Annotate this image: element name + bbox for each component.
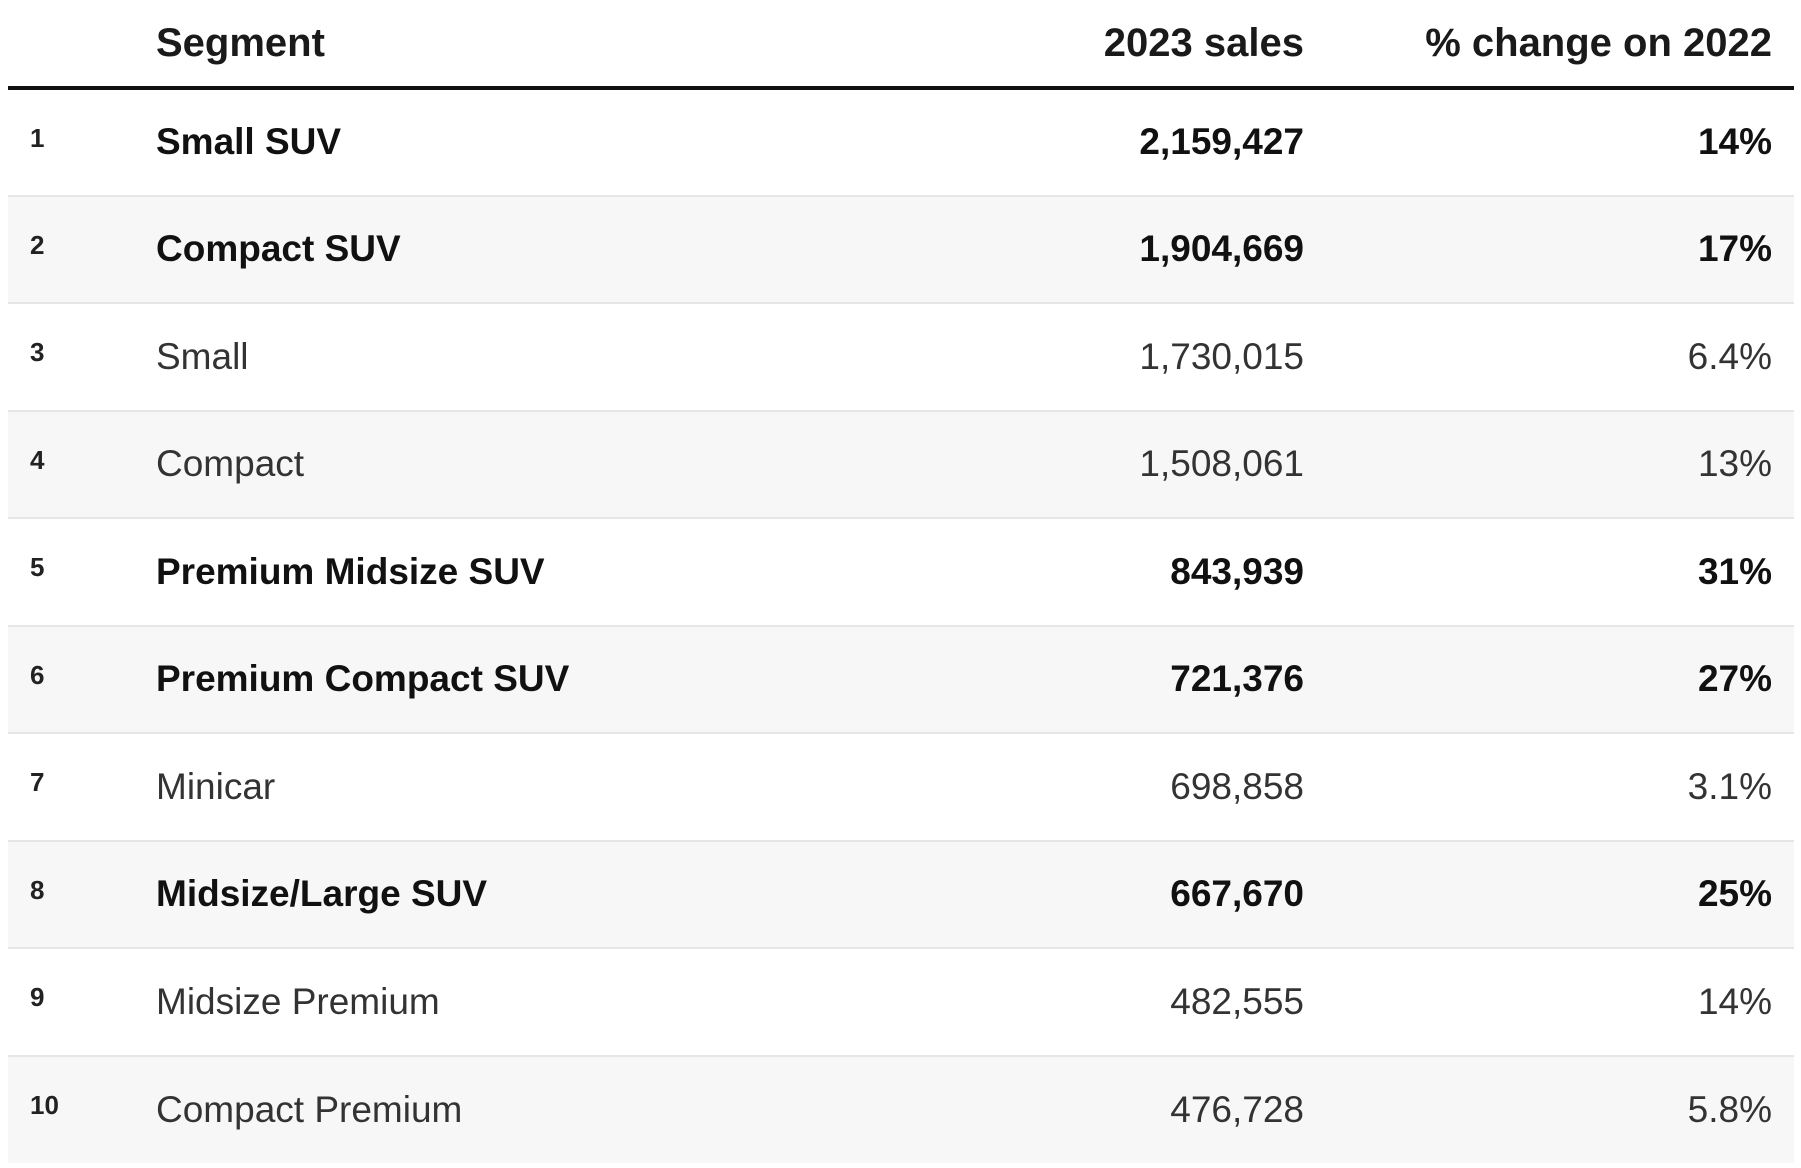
row-rank: 10 xyxy=(30,1090,59,1121)
row-rank: 9 xyxy=(30,982,45,1013)
row-change: 3.1% xyxy=(1687,765,1772,807)
header-sales: 2023 sales xyxy=(1103,20,1304,65)
table-row: 9 Midsize Premium 482,555 14% xyxy=(8,948,1794,1056)
row-segment: Compact Premium xyxy=(156,1088,463,1130)
table-row: 7 Minicar 698,858 3.1% xyxy=(8,733,1794,841)
row-segment: Minicar xyxy=(156,765,276,807)
row-rank: 8 xyxy=(30,874,45,905)
row-change: 14% xyxy=(1697,980,1772,1022)
table-row: 8 Midsize/Large SUV 667,670 25% xyxy=(8,840,1794,948)
row-segment: Premium Midsize SUV xyxy=(156,550,545,592)
row-segment: Compact SUV xyxy=(156,228,401,270)
row-sales: 476,728 xyxy=(1170,1088,1304,1130)
row-rank: 1 xyxy=(30,122,45,153)
row-rank: 2 xyxy=(30,229,45,260)
row-segment: Small SUV xyxy=(156,121,342,163)
row-sales: 667,670 xyxy=(1170,873,1304,915)
table-row: 1 Small SUV 2,159,427 14% xyxy=(8,88,1794,196)
table-body: 1 Small SUV 2,159,427 14% 2 Compact SUV … xyxy=(8,88,1794,1163)
table-row: 2 Compact SUV 1,904,669 17% xyxy=(8,195,1794,303)
row-sales: 1,508,061 xyxy=(1139,443,1304,485)
segment-sales-table: Segment 2023 sales % change on 2022 1 Sm… xyxy=(8,0,1794,1163)
row-change: 27% xyxy=(1697,658,1772,700)
row-rank: 3 xyxy=(30,337,45,368)
table-row: 3 Small 1,730,015 6.4% xyxy=(8,303,1794,411)
row-change: 13% xyxy=(1697,443,1772,485)
row-change: 31% xyxy=(1697,550,1772,592)
row-sales: 1,730,015 xyxy=(1139,335,1304,377)
row-sales: 2,159,427 xyxy=(1139,121,1304,163)
row-rank: 6 xyxy=(30,659,45,690)
header-segment: Segment xyxy=(156,20,325,65)
row-segment: Midsize Premium xyxy=(156,980,440,1022)
row-change: 6.4% xyxy=(1687,335,1772,377)
row-segment: Compact xyxy=(156,443,305,485)
row-sales: 482,555 xyxy=(1170,980,1304,1022)
row-sales: 721,376 xyxy=(1170,658,1304,700)
table-row: 5 Premium Midsize SUV 843,939 31% xyxy=(8,518,1794,626)
row-sales: 1,904,669 xyxy=(1139,228,1304,270)
row-change: 5.8% xyxy=(1687,1088,1772,1130)
row-change: 14% xyxy=(1697,121,1772,163)
header-change: % change on 2022 xyxy=(1425,20,1772,65)
row-change: 25% xyxy=(1697,873,1772,915)
row-change: 17% xyxy=(1697,228,1772,270)
row-rank: 4 xyxy=(30,444,45,475)
row-segment: Small xyxy=(156,335,249,377)
header-row: Segment 2023 sales % change on 2022 xyxy=(8,0,1794,88)
row-sales: 843,939 xyxy=(1170,550,1304,592)
table-row: 4 Compact 1,508,061 13% xyxy=(8,410,1794,518)
row-rank: 7 xyxy=(30,767,45,798)
header-rank xyxy=(8,0,156,88)
row-rank: 5 xyxy=(30,552,45,583)
row-segment: Midsize/Large SUV xyxy=(156,873,488,915)
row-segment: Premium Compact SUV xyxy=(156,658,570,700)
table-header: Segment 2023 sales % change on 2022 xyxy=(8,0,1794,88)
table-row: 10 Compact Premium 476,728 5.8% xyxy=(8,1055,1794,1163)
row-sales: 698,858 xyxy=(1170,765,1304,807)
table-row: 6 Premium Compact SUV 721,376 27% xyxy=(8,625,1794,733)
